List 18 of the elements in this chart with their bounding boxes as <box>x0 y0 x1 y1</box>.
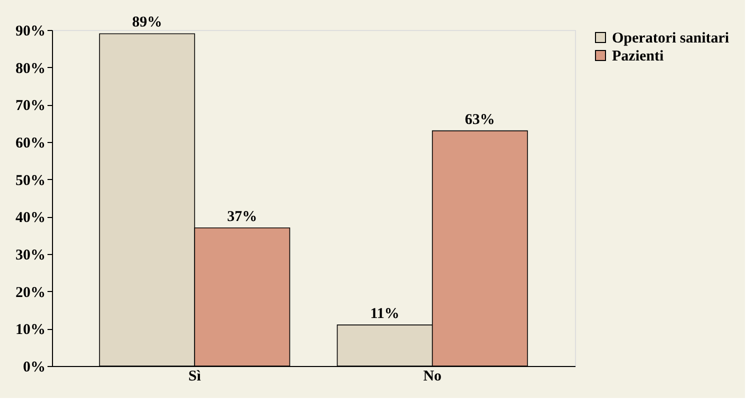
x-tick-label: Sì <box>188 368 201 384</box>
y-tick-label: 20% <box>16 284 46 301</box>
legend-label: Pazienti <box>612 48 664 64</box>
x-tick-label: No <box>423 368 442 384</box>
y-tick-label: 10% <box>16 322 46 338</box>
y-tick-label: 30% <box>16 248 46 264</box>
y-tick-label: 80% <box>16 60 46 77</box>
data-label: 11% <box>370 306 400 322</box>
data-label: 37% <box>227 208 258 225</box>
y-tick-label: 60% <box>16 136 46 152</box>
y-tick-label: 50% <box>16 172 46 189</box>
y-tick-label: 70% <box>16 98 46 114</box>
y-tick-label: 40% <box>16 210 46 226</box>
y-tick-label: 90% <box>16 24 46 40</box>
data-label: 63% <box>464 112 495 128</box>
y-tick-label: 0% <box>23 360 46 376</box>
legend-label: Operatori sanitari <box>612 30 730 46</box>
data-label: 89% <box>132 14 162 31</box>
